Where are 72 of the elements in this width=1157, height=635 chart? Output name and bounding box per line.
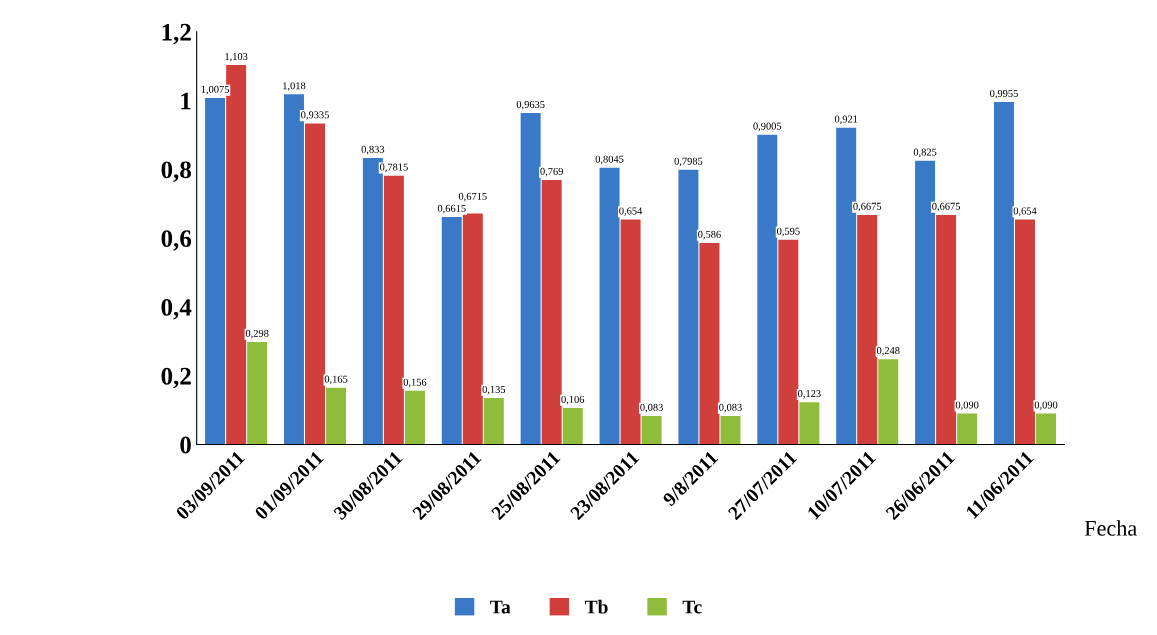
legend-label: Ta bbox=[490, 600, 511, 614]
data-label: 0,921 bbox=[834, 115, 858, 125]
data-label: 0,156 bbox=[403, 378, 427, 388]
data-label: 0,298 bbox=[245, 329, 269, 339]
bar bbox=[993, 102, 1014, 445]
y-tick-label: 0,4 bbox=[161, 298, 192, 320]
data-label: 0,6675 bbox=[932, 202, 961, 212]
data-label: 0,8045 bbox=[595, 155, 624, 165]
bar bbox=[757, 134, 778, 445]
data-label: 0,7985 bbox=[674, 157, 703, 167]
bar bbox=[562, 408, 583, 445]
bar bbox=[678, 169, 699, 445]
data-label: 0,654 bbox=[1013, 207, 1037, 216]
bar bbox=[699, 242, 720, 445]
bar bbox=[520, 113, 541, 445]
y-tick-label: 1 bbox=[181, 92, 191, 110]
data-label: 0,090 bbox=[1034, 401, 1058, 410]
data-label: 0,833 bbox=[361, 145, 385, 155]
data-label: 1,103 bbox=[225, 52, 248, 62]
bar bbox=[857, 214, 878, 445]
data-label: 1,018 bbox=[283, 82, 306, 91]
bar bbox=[326, 387, 347, 445]
data-label: 0,123 bbox=[798, 390, 821, 399]
y-tick-label: 0 bbox=[180, 436, 191, 454]
bar bbox=[1015, 219, 1035, 445]
data-label: 0,083 bbox=[640, 403, 663, 413]
bar bbox=[483, 398, 504, 445]
data-label: 0,6675 bbox=[853, 202, 882, 212]
data-label: 0,7815 bbox=[379, 163, 408, 173]
bar bbox=[936, 214, 957, 445]
data-label: 0,9005 bbox=[753, 122, 782, 132]
data-label: 0,9635 bbox=[516, 100, 545, 110]
bar bbox=[1036, 413, 1057, 445]
data-label: 0,6615 bbox=[437, 204, 466, 214]
bar bbox=[247, 342, 268, 445]
data-label: 0,106 bbox=[561, 395, 585, 405]
data-label: 0,595 bbox=[777, 227, 800, 237]
bar bbox=[599, 167, 620, 445]
bar bbox=[541, 180, 562, 445]
y-tick-label: 0,6 bbox=[161, 230, 192, 251]
data-label: 0,769 bbox=[540, 167, 563, 177]
bar bbox=[620, 219, 641, 445]
bar bbox=[720, 415, 741, 445]
data-label: 0,9955 bbox=[990, 89, 1018, 99]
bar bbox=[778, 239, 799, 445]
data-label: 0,825 bbox=[913, 148, 937, 158]
bar bbox=[799, 402, 820, 445]
data-label: 1,0075 bbox=[201, 85, 230, 95]
bar bbox=[641, 415, 662, 445]
y-tick-label: 1,2 bbox=[162, 23, 191, 45]
data-label: 0,9335 bbox=[301, 111, 329, 120]
data-label: 0,248 bbox=[876, 347, 900, 356]
legend-label: Tb bbox=[584, 599, 608, 614]
bar bbox=[305, 123, 326, 445]
bar bbox=[205, 97, 226, 445]
data-label: 0,165 bbox=[324, 375, 348, 385]
data-label: 0,135 bbox=[482, 385, 506, 395]
data-label: 0,083 bbox=[719, 403, 742, 413]
bar bbox=[404, 390, 425, 445]
x-axis-title: Fecha bbox=[1084, 520, 1137, 536]
bar bbox=[878, 359, 899, 445]
y-tick-label: 0,8 bbox=[161, 161, 191, 182]
bar bbox=[441, 216, 462, 445]
bar bbox=[462, 213, 483, 445]
data-label: 0,090 bbox=[955, 401, 979, 410]
legend-label: Tc bbox=[682, 600, 702, 614]
data-label: 0,654 bbox=[619, 207, 643, 216]
y-tick-label: 0,2 bbox=[161, 367, 191, 389]
data-label: 0,586 bbox=[698, 230, 721, 240]
bar bbox=[957, 413, 978, 445]
data-label: 0,6715 bbox=[458, 192, 487, 202]
bar bbox=[383, 175, 404, 445]
